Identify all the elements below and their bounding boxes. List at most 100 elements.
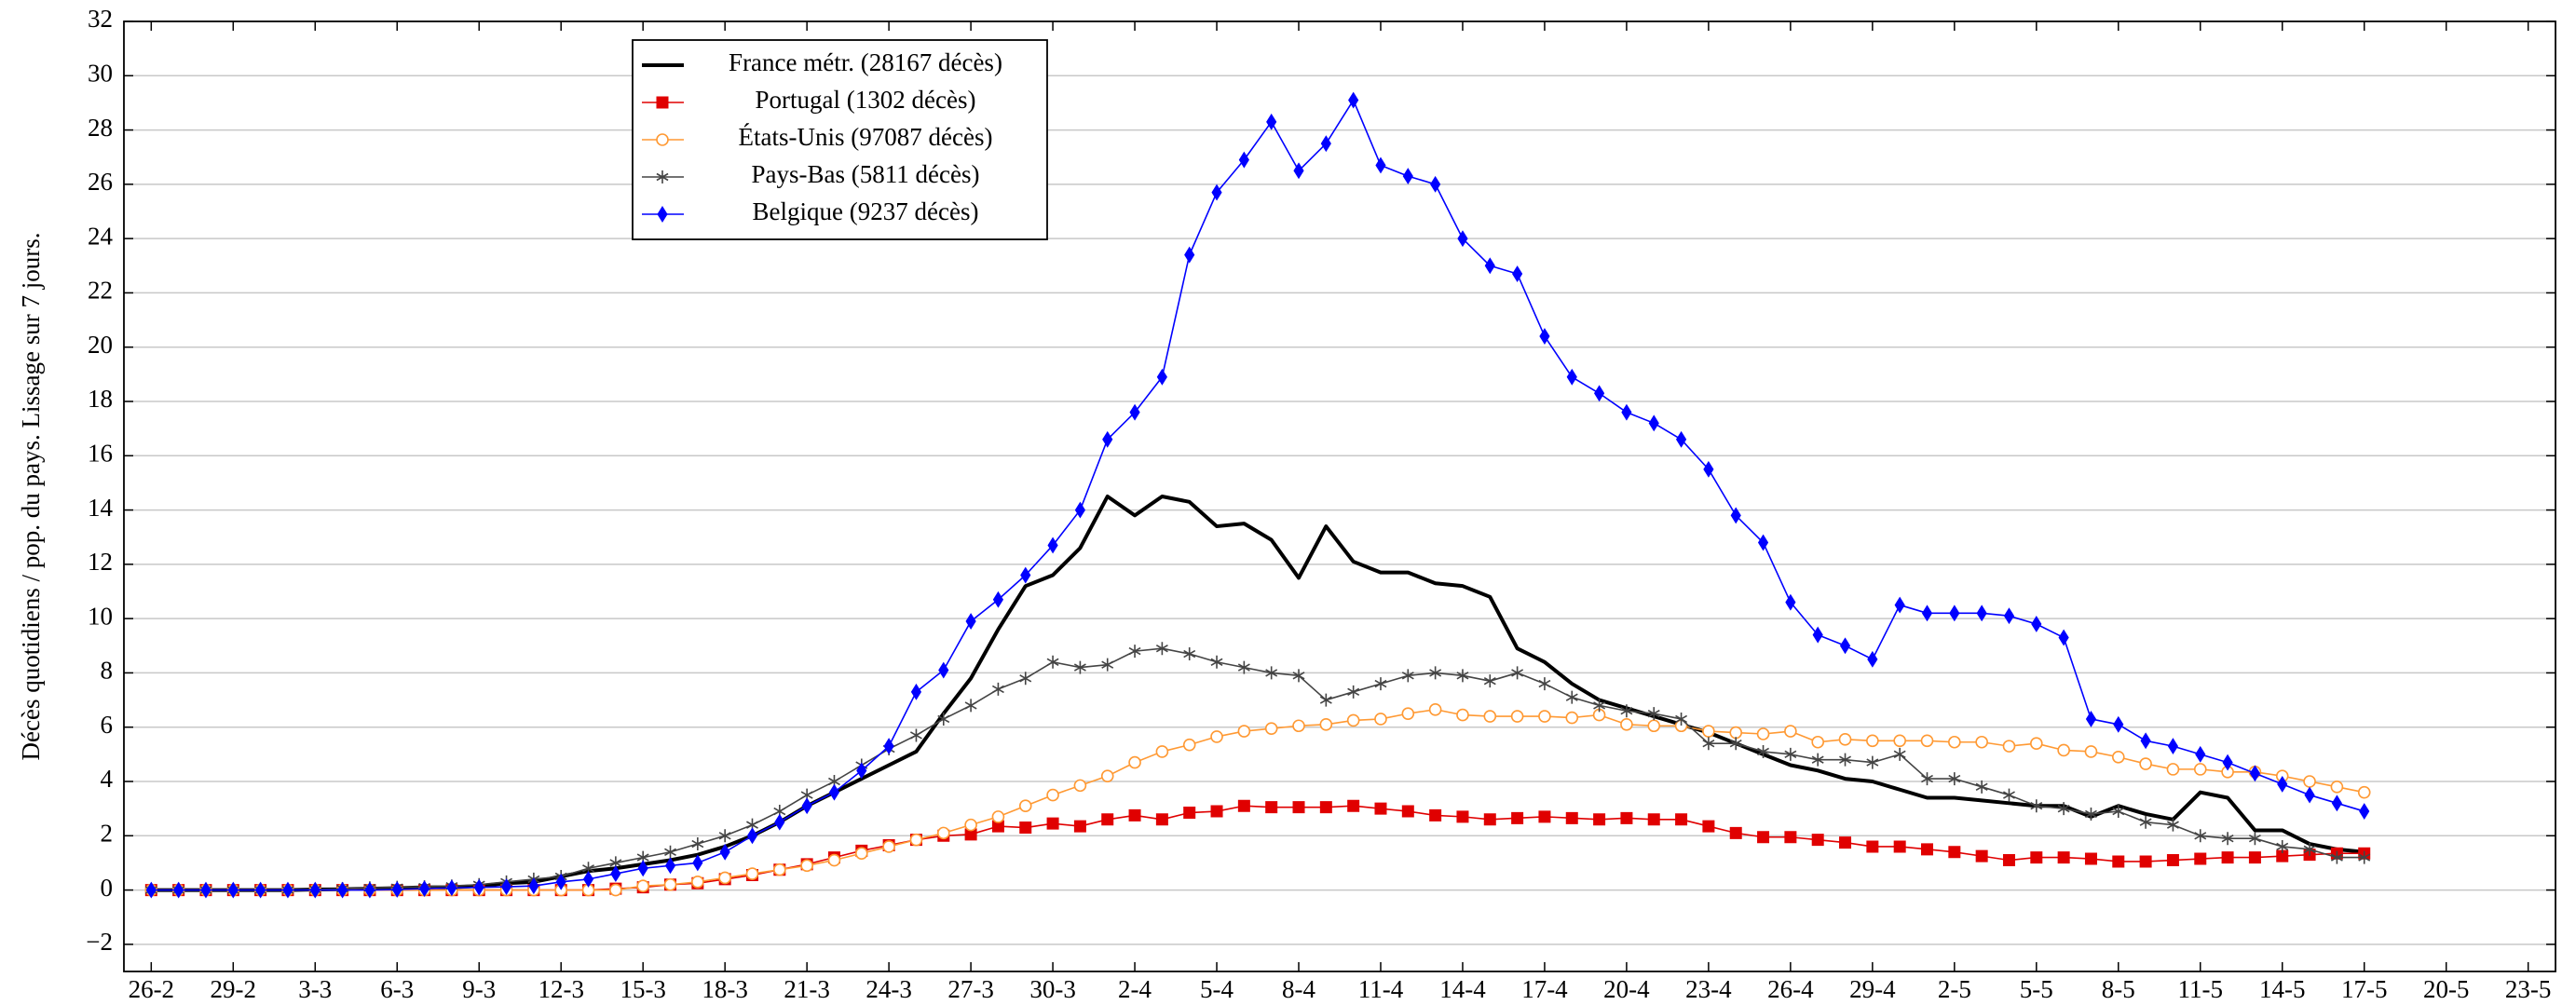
marker (938, 661, 949, 679)
marker (664, 857, 676, 875)
marker (1921, 604, 1933, 622)
marker (1237, 725, 1251, 738)
marker (1129, 403, 1140, 421)
marker (337, 881, 348, 899)
marker (1866, 755, 1879, 769)
legend-label: Belgique (9237 décès) (753, 197, 979, 225)
marker (1020, 566, 1031, 584)
marker (1757, 831, 1770, 844)
y-tick-label: 20 (88, 331, 113, 359)
marker (1155, 813, 1168, 826)
marker (1648, 414, 1659, 432)
x-tick-label: 9-3 (462, 975, 496, 1003)
series-line (151, 495, 2365, 892)
y-tick-label: 16 (88, 439, 113, 467)
marker (1374, 713, 1387, 726)
y-tick-label: 24 (88, 222, 114, 250)
marker (1921, 843, 1934, 856)
marker (1456, 708, 1469, 722)
marker (2357, 785, 2371, 799)
marker (1237, 799, 1250, 812)
marker (1073, 779, 1087, 793)
marker (1893, 734, 1906, 748)
marker (1348, 91, 1359, 109)
x-tick-label: 29-2 (211, 975, 257, 1003)
marker (2195, 745, 2206, 763)
y-tick-label: 18 (88, 385, 113, 413)
marker (2248, 832, 2261, 846)
marker (2113, 715, 2124, 733)
y-tick-label: 2 (101, 819, 114, 847)
x-tick-label: 8-4 (1282, 975, 1315, 1003)
marker (2112, 855, 2125, 868)
legend-label: France métr. (28167 décès) (729, 48, 1002, 76)
marker (145, 881, 157, 899)
marker (1319, 693, 1332, 707)
legend-marker (657, 206, 668, 223)
y-tick-label: 28 (88, 114, 113, 142)
marker (2139, 815, 2152, 829)
marker (1512, 265, 1523, 282)
marker (1074, 501, 1085, 519)
marker (1156, 368, 1167, 386)
marker (1948, 772, 1961, 786)
marker (2194, 852, 2207, 865)
legend-label: Portugal (1302 décès) (756, 86, 976, 114)
series-line (151, 99, 2365, 891)
marker (2030, 799, 2043, 813)
marker (1839, 836, 1852, 849)
x-tick-label: 6-3 (380, 975, 414, 1003)
x-tick-label: 17-4 (1521, 975, 1568, 1003)
marker (1483, 710, 1497, 723)
marker (1211, 183, 1222, 201)
x-tick-label: 11-5 (2178, 975, 2224, 1003)
marker (1073, 820, 1086, 833)
x-tick-label: 8-5 (2102, 975, 2135, 1003)
y-tick-label: 10 (88, 602, 113, 630)
marker (2277, 775, 2288, 793)
x-tick-label: 11-4 (1358, 975, 1404, 1003)
x-tick-label: 26-2 (129, 975, 175, 1003)
marker (1975, 735, 1988, 749)
marker (1265, 666, 1278, 680)
x-tick-label: 23-4 (1685, 975, 1732, 1003)
marker (1374, 802, 1387, 815)
x-tick-label: 2-4 (1118, 975, 1152, 1003)
marker (282, 881, 293, 899)
marker (1401, 669, 1414, 683)
series-line (151, 647, 2365, 891)
marker (1702, 725, 1715, 738)
marker (1756, 727, 1770, 740)
marker (1019, 822, 1032, 835)
marker (745, 867, 759, 880)
marker (1811, 735, 1825, 749)
marker (1811, 753, 1824, 767)
marker (2139, 855, 2152, 868)
marker (582, 870, 594, 888)
marker (1511, 666, 1524, 680)
marker (1264, 722, 1278, 735)
marker (1702, 820, 1715, 833)
marker (1592, 708, 1606, 722)
marker (1620, 704, 1633, 718)
marker (1483, 674, 1496, 688)
marker (2057, 802, 2070, 816)
marker (364, 881, 375, 899)
marker (663, 877, 677, 891)
marker (1073, 660, 1086, 674)
marker (1429, 808, 1442, 822)
marker (2003, 607, 2015, 625)
marker (1948, 735, 1961, 749)
marker (991, 810, 1005, 823)
marker (1920, 734, 1934, 748)
marker (1128, 645, 1141, 659)
marker (1975, 849, 1988, 862)
marker (909, 833, 923, 847)
legend-label: Pays-Bas (5811 décès) (752, 160, 980, 188)
marker (1402, 168, 1413, 185)
y-tick-label: 26 (88, 168, 113, 196)
marker (2140, 732, 2151, 750)
marker (1511, 811, 1524, 824)
plot-frame (123, 20, 2556, 972)
